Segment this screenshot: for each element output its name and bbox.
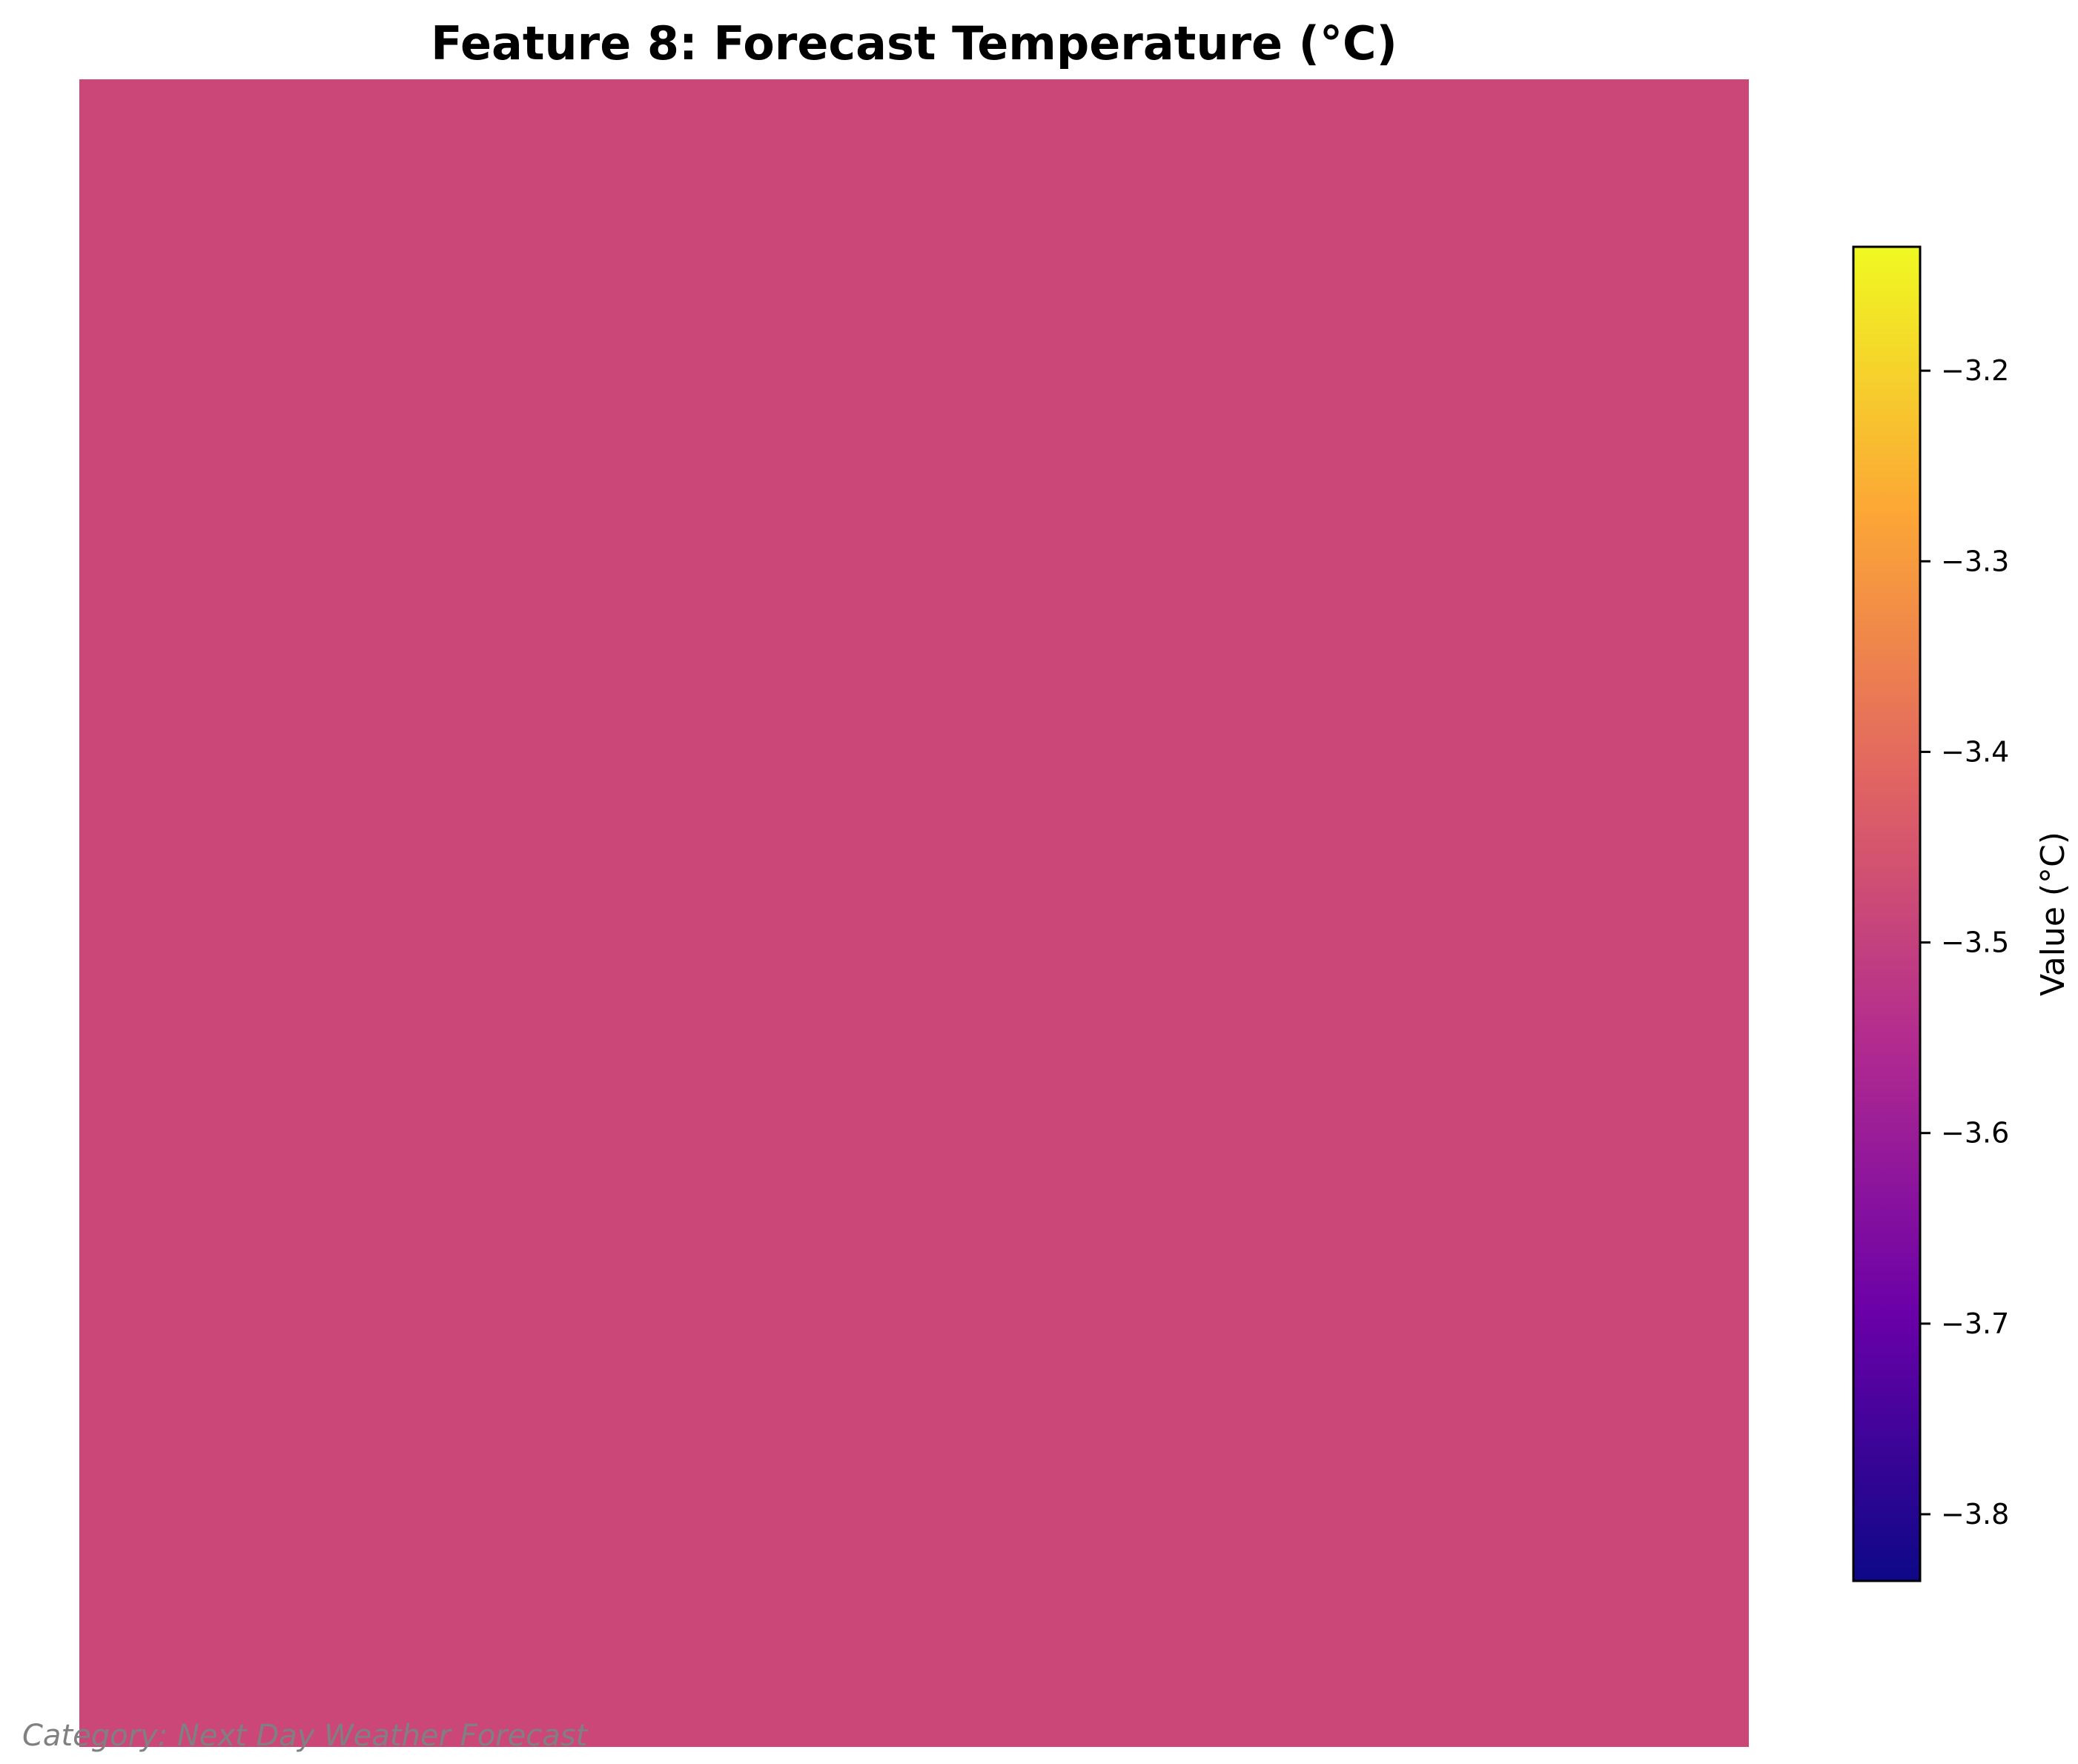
chart-title: Feature 8: Forecast Temperature (°C) bbox=[431, 16, 1397, 70]
colorbar-tick-label: −3.5 bbox=[1941, 926, 2009, 959]
colorbar: −3.2 −3.3 −3.4 −3.5 −3.6 −3.7 −3.8 Value (°C) bbox=[1852, 245, 2072, 1582]
footnote-category: Category: Next Day Weather Forecast bbox=[22, 1719, 589, 1753]
heatmap-area bbox=[79, 79, 1749, 1747]
colorbar-gradient-bar bbox=[1853, 247, 1920, 1581]
colorbar-ticks: −3.2 −3.3 −3.4 −3.5 −3.6 −3.7 −3.8 bbox=[1920, 354, 2009, 1531]
heatmap-cell bbox=[79, 79, 1749, 1747]
colorbar-tick-label: −3.6 bbox=[1941, 1117, 2009, 1150]
colorbar-tick-label: −3.4 bbox=[1941, 735, 2009, 768]
colorbar-tick-label: −3.8 bbox=[1941, 1498, 2009, 1531]
colorbar-label: Value (°C) bbox=[2034, 832, 2072, 996]
colorbar-frame bbox=[1852, 245, 1922, 1582]
colorbar-tick-label: −3.2 bbox=[1941, 354, 2009, 387]
colorbar-tick-label: −3.7 bbox=[1941, 1307, 2009, 1340]
colorbar-tick-label: −3.3 bbox=[1941, 545, 2009, 577]
